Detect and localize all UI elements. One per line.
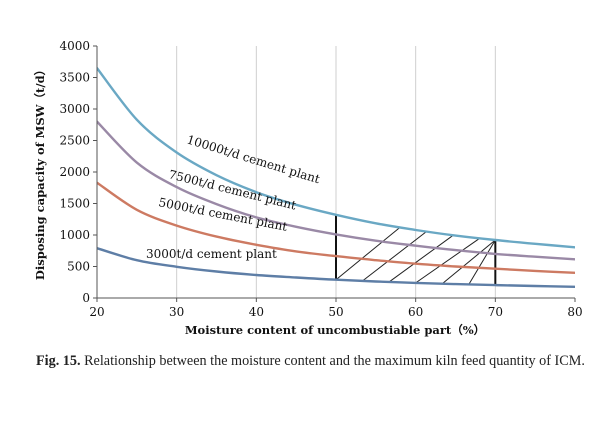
hatch-line-2: [362, 231, 427, 282]
series-lines: [97, 66, 575, 288]
series-line-4: [97, 247, 575, 288]
hatch-line-5: [441, 239, 496, 285]
x-tick-label-80: 80: [567, 305, 582, 319]
y-tick-label-2000: 2000: [59, 165, 90, 179]
y-tick-label-1500: 1500: [59, 197, 90, 211]
tick-labels: 0 500 1000 1500 2000 2500 3000 3500 4000 20 30 40 50…: [59, 39, 582, 319]
axes: [93, 45, 576, 302]
hatch-line-6: [468, 239, 496, 285]
line-chart: 0 500 1000 1500 2000 2500 3000 3500 4000 20 30 40 50…: [33, 39, 583, 337]
y-tick-label-500: 500: [67, 260, 90, 274]
y-axis-label: Disposing capacity of MSW（t/d）: [33, 64, 47, 280]
series-line-2: [97, 120, 575, 261]
y-tick-label-3500: 3500: [59, 71, 90, 85]
x-tick-label-50: 50: [328, 305, 343, 319]
curve-label-4: 3000t/d cement plant: [146, 247, 277, 261]
y-tick-label-1000: 1000: [59, 228, 90, 242]
y-tick-label-3000: 3000: [59, 102, 90, 116]
series-line-1: [97, 66, 575, 249]
y-tick-label-2500: 2500: [59, 134, 90, 148]
series-line-3: [97, 181, 575, 274]
x-tick-label-20: 20: [89, 305, 104, 319]
x-tick-label-60: 60: [408, 305, 423, 319]
x-tick-label-40: 40: [249, 305, 264, 319]
y-tick-label-4000: 4000: [59, 39, 90, 53]
x-tick-label-30: 30: [169, 305, 184, 319]
x-axis-label: Moisture content of uncombustiable part（…: [185, 323, 485, 337]
x-tick-label-70: 70: [488, 305, 503, 319]
hatch-line-4: [415, 237, 480, 284]
caption-label: Fig. 15.: [36, 353, 81, 369]
figure-caption: Fig. 15. Relationship between the moistu…: [36, 351, 591, 371]
y-tick-label-0: 0: [82, 291, 90, 305]
caption-text: Relationship between the moisture conten…: [84, 353, 585, 369]
hatched-region: [335, 214, 497, 286]
hatch-line-1: [335, 226, 401, 281]
vertical-gridlines: [176, 46, 496, 298]
hatch-line-3: [388, 234, 454, 283]
